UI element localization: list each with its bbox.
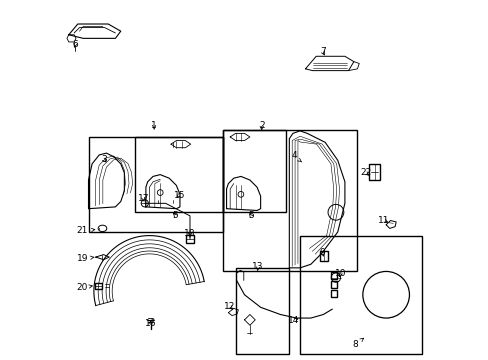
- Text: 14: 14: [288, 316, 299, 325]
- Text: 4: 4: [290, 152, 301, 162]
- Text: 3: 3: [101, 155, 106, 164]
- Text: 19: 19: [77, 255, 94, 264]
- Bar: [235, 268, 289, 354]
- Text: 17: 17: [137, 194, 149, 203]
- Text: 1: 1: [151, 121, 157, 130]
- Bar: [300, 235, 421, 354]
- Bar: [319, 251, 327, 261]
- Text: 21: 21: [77, 226, 95, 235]
- Bar: [185, 235, 194, 243]
- Text: 10: 10: [334, 269, 346, 278]
- Text: 8: 8: [351, 338, 363, 350]
- Bar: [330, 281, 336, 288]
- Bar: [94, 283, 102, 289]
- Text: 5: 5: [247, 211, 253, 220]
- Text: 7: 7: [319, 47, 325, 56]
- Text: 22: 22: [359, 168, 370, 177]
- Text: 6: 6: [72, 40, 78, 49]
- Text: 2: 2: [258, 121, 264, 130]
- Text: 5: 5: [172, 211, 178, 220]
- Bar: [368, 164, 379, 180]
- Text: 20: 20: [77, 283, 92, 292]
- Text: 18: 18: [184, 229, 195, 238]
- Text: 12: 12: [224, 302, 235, 311]
- Text: 11: 11: [377, 216, 388, 225]
- Bar: [88, 137, 223, 232]
- Text: 15: 15: [173, 190, 184, 199]
- Text: 13: 13: [252, 262, 264, 271]
- Bar: [135, 137, 223, 212]
- Bar: [330, 290, 336, 297]
- Bar: [330, 272, 336, 279]
- Text: 9: 9: [319, 248, 325, 257]
- Text: 16: 16: [144, 319, 156, 328]
- Bar: [223, 130, 357, 271]
- Bar: [223, 130, 285, 212]
